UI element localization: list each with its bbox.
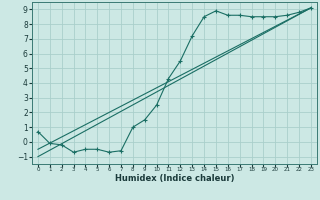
X-axis label: Humidex (Indice chaleur): Humidex (Indice chaleur) [115, 174, 234, 183]
